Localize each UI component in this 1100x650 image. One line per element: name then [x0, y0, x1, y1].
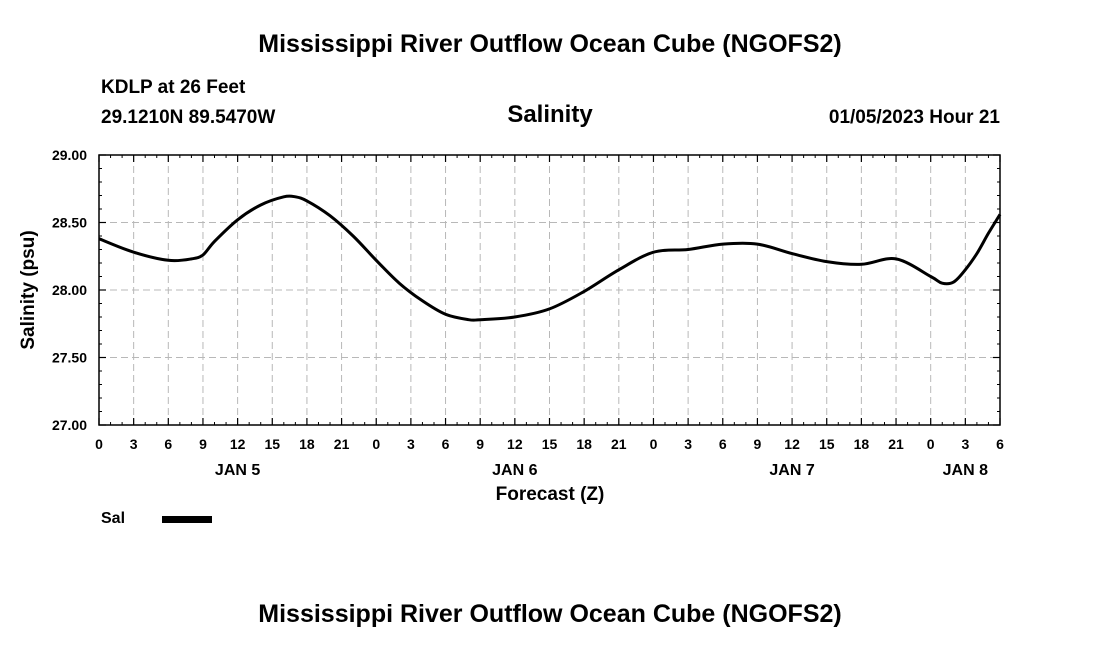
x-tick-label: 18: [299, 436, 315, 452]
x-tick-label: 12: [784, 436, 800, 452]
day-label: JAN 8: [943, 462, 988, 479]
x-tick-label: 18: [576, 436, 592, 452]
x-tick-label: 18: [854, 436, 870, 452]
x-tick-label: 21: [334, 436, 350, 452]
x-tick-label: 0: [927, 436, 935, 452]
x-tick-label: 3: [961, 436, 969, 452]
day-label: JAN 6: [492, 462, 537, 479]
x-tick-label: 9: [754, 436, 762, 452]
x-tick-label: 15: [264, 436, 280, 452]
x-tick-label: 9: [199, 436, 207, 452]
forecast-run-time: 01/05/2023 Hour 21: [828, 107, 1000, 128]
y-tick-label: 28.50: [52, 215, 87, 231]
x-tick-label: 12: [507, 436, 523, 452]
legend-label: Sal: [101, 510, 126, 527]
x-tick-label: 3: [407, 436, 415, 452]
x-tick-label: 6: [164, 436, 172, 452]
x-tick-label: 15: [819, 436, 835, 452]
day-label: JAN 5: [215, 462, 260, 479]
legend-swatch: [162, 516, 212, 523]
station-coordinates: 29.1210N 89.5470W: [101, 107, 276, 128]
y-tick-label: 28.00: [52, 282, 87, 298]
x-tick-label: 0: [650, 436, 658, 452]
y-tick-label: 27.50: [52, 350, 87, 366]
x-tick-label: 3: [684, 436, 692, 452]
y-tick-label: 29.00: [52, 147, 87, 163]
series-line-salinity: [98, 194, 1002, 322]
x-tick-label: 21: [888, 436, 904, 452]
y-axis-label: Salinity (psu): [18, 230, 39, 349]
x-tick-label: 15: [542, 436, 558, 452]
y-tick-label: 27.00: [52, 417, 87, 433]
x-tick-label: 0: [372, 436, 380, 452]
x-tick-label: 0: [95, 436, 103, 452]
x-tick-label: 21: [611, 436, 627, 452]
x-tick-label: 6: [996, 436, 1004, 452]
x-tick-label: 6: [719, 436, 727, 452]
day-label: JAN 7: [769, 462, 814, 479]
x-tick-label: 9: [476, 436, 484, 452]
x-tick-label: 12: [230, 436, 246, 452]
x-tick-label: 3: [130, 436, 138, 452]
figure-title-bottom: Mississippi River Outflow Ocean Cube (NG…: [258, 600, 842, 628]
x-tick-label: 6: [442, 436, 450, 452]
figure-title-top: Mississippi River Outflow Ocean Cube (NG…: [258, 30, 842, 58]
chart-title: Salinity: [507, 101, 593, 128]
station-name: KDLP at 26 Feet: [101, 77, 246, 98]
x-axis-label: Forecast (Z): [496, 484, 605, 505]
